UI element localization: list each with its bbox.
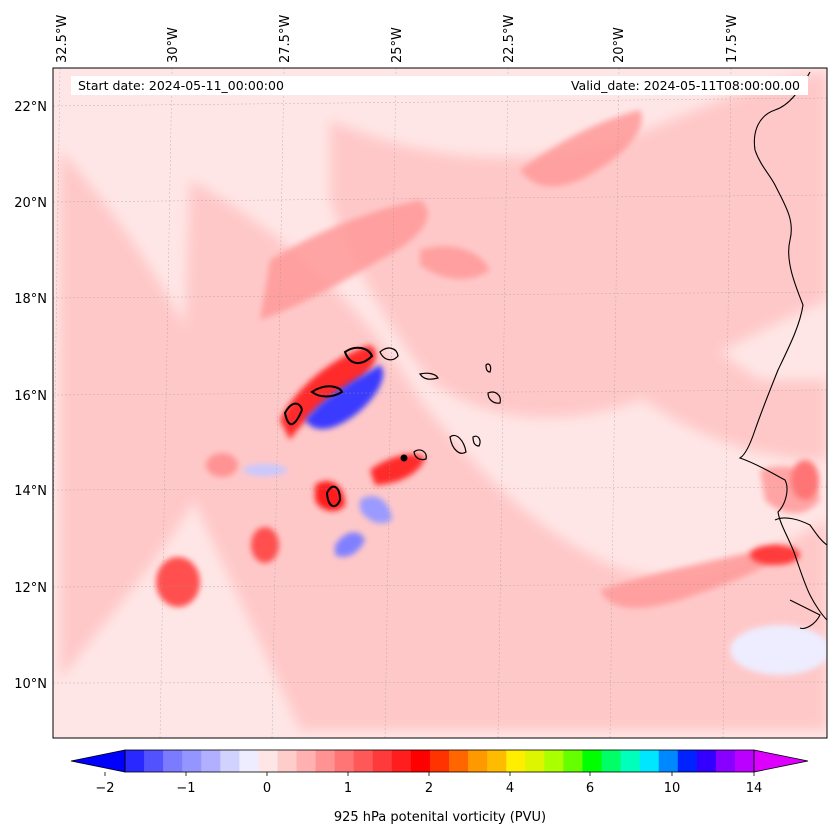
colorbar-cell (563, 750, 583, 772)
colorbar-cell (429, 750, 450, 772)
latitude-labels: 22°N 20°N 18°N 16°N 14°N 12°N 10°N (14, 100, 47, 692)
colorbar-cell (239, 750, 259, 772)
colorbar-tick-label: −2 (95, 781, 114, 796)
colorbar-cell (372, 750, 393, 772)
colorbar-cell (220, 750, 240, 772)
lon-label: 30°W (166, 27, 181, 63)
pv-contour-lines (283, 346, 408, 508)
colorbar-extend-low (70, 749, 126, 773)
lat-label: 14°N (14, 484, 47, 499)
colorbar-cell (296, 750, 317, 772)
colorbar-cell (315, 750, 336, 772)
lat-label: 22°N (14, 100, 47, 115)
lon-label: 32.5°W (55, 15, 70, 63)
start-date-text: Start date: 2024-05-11_00:00:00 (78, 78, 284, 93)
colorbar-cell (449, 750, 469, 772)
graticule (53, 68, 827, 738)
pv-field-negative (243, 365, 827, 675)
colorbar-tick-label: 2 (425, 781, 433, 796)
lat-label: 16°N (14, 389, 47, 404)
colorbar-title: 925 hPa potenital vorticity (PVU) (334, 810, 546, 825)
lon-label: 17.5°W (725, 15, 740, 63)
colorbar-tick-label: 6 (586, 781, 594, 796)
colorbar-cell (334, 750, 355, 772)
colorbar-cell (639, 750, 660, 772)
lat-label: 12°N (14, 581, 47, 596)
lon-label: 25°W (390, 27, 405, 63)
header-box (71, 76, 808, 95)
colorbar-tick-label: 4 (506, 781, 514, 796)
longitude-labels: 32.5°W 30°W 27.5°W 25°W 22.5°W 20°W 17.5… (55, 15, 740, 63)
colorbar-cell (506, 750, 526, 772)
colorbar-tick-label: 14 (746, 781, 763, 796)
colorbar-cell (182, 750, 202, 772)
lat-label: 18°N (14, 292, 47, 307)
map-panel (53, 68, 827, 738)
valid-date-text: Valid_date: 2024-05-11T08:00:00.00 (571, 78, 800, 93)
colorbar-cell (353, 750, 374, 772)
west-africa-coastline (738, 71, 827, 629)
colorbar-tick-label: 0 (263, 781, 271, 796)
cape-verde-islands (379, 347, 501, 461)
lat-label: 20°N (14, 196, 47, 211)
colorbar-outline (124, 749, 755, 773)
colorbar-cell (163, 750, 183, 772)
colorbar-cell (468, 750, 488, 772)
colorbar-extend-high (753, 749, 809, 773)
colorbar-cell (525, 750, 545, 772)
colorbar-cell (487, 750, 507, 772)
pv-field-medium (260, 110, 820, 609)
map-frame (52, 67, 828, 739)
colorbar-cell (696, 750, 717, 772)
colorbar-cell (715, 750, 736, 772)
colorbar-cell (601, 750, 622, 772)
colorbar-tick-label: −1 (176, 781, 195, 796)
colorbar-cell (734, 750, 755, 772)
colorbar-cell (658, 750, 679, 772)
colorbar-tick-label: 10 (664, 781, 681, 796)
lon-label: 20°W (612, 27, 627, 63)
colorbar: −2 −1 0 1 2 4 6 10 14 (70, 749, 809, 796)
colorbar-cell (201, 750, 221, 772)
colorbar-cell (277, 750, 298, 772)
lon-label: 22.5°W (502, 15, 517, 63)
lon-label: 27.5°W (278, 15, 293, 63)
colorbar-cell (410, 750, 431, 772)
colorbar-cell (125, 750, 145, 772)
pv-field-strong (156, 345, 819, 607)
colorbar-cell (544, 750, 564, 772)
colorbar-cell (582, 750, 603, 772)
colorbar-cell (391, 750, 412, 772)
colorbar-tick-label: 1 (344, 781, 352, 796)
colorbar-cell (677, 750, 698, 772)
colorbar-cell (258, 750, 278, 772)
lat-label: 10°N (14, 677, 47, 692)
colorbar-cell (620, 750, 641, 772)
colorbar-cell (144, 750, 164, 772)
